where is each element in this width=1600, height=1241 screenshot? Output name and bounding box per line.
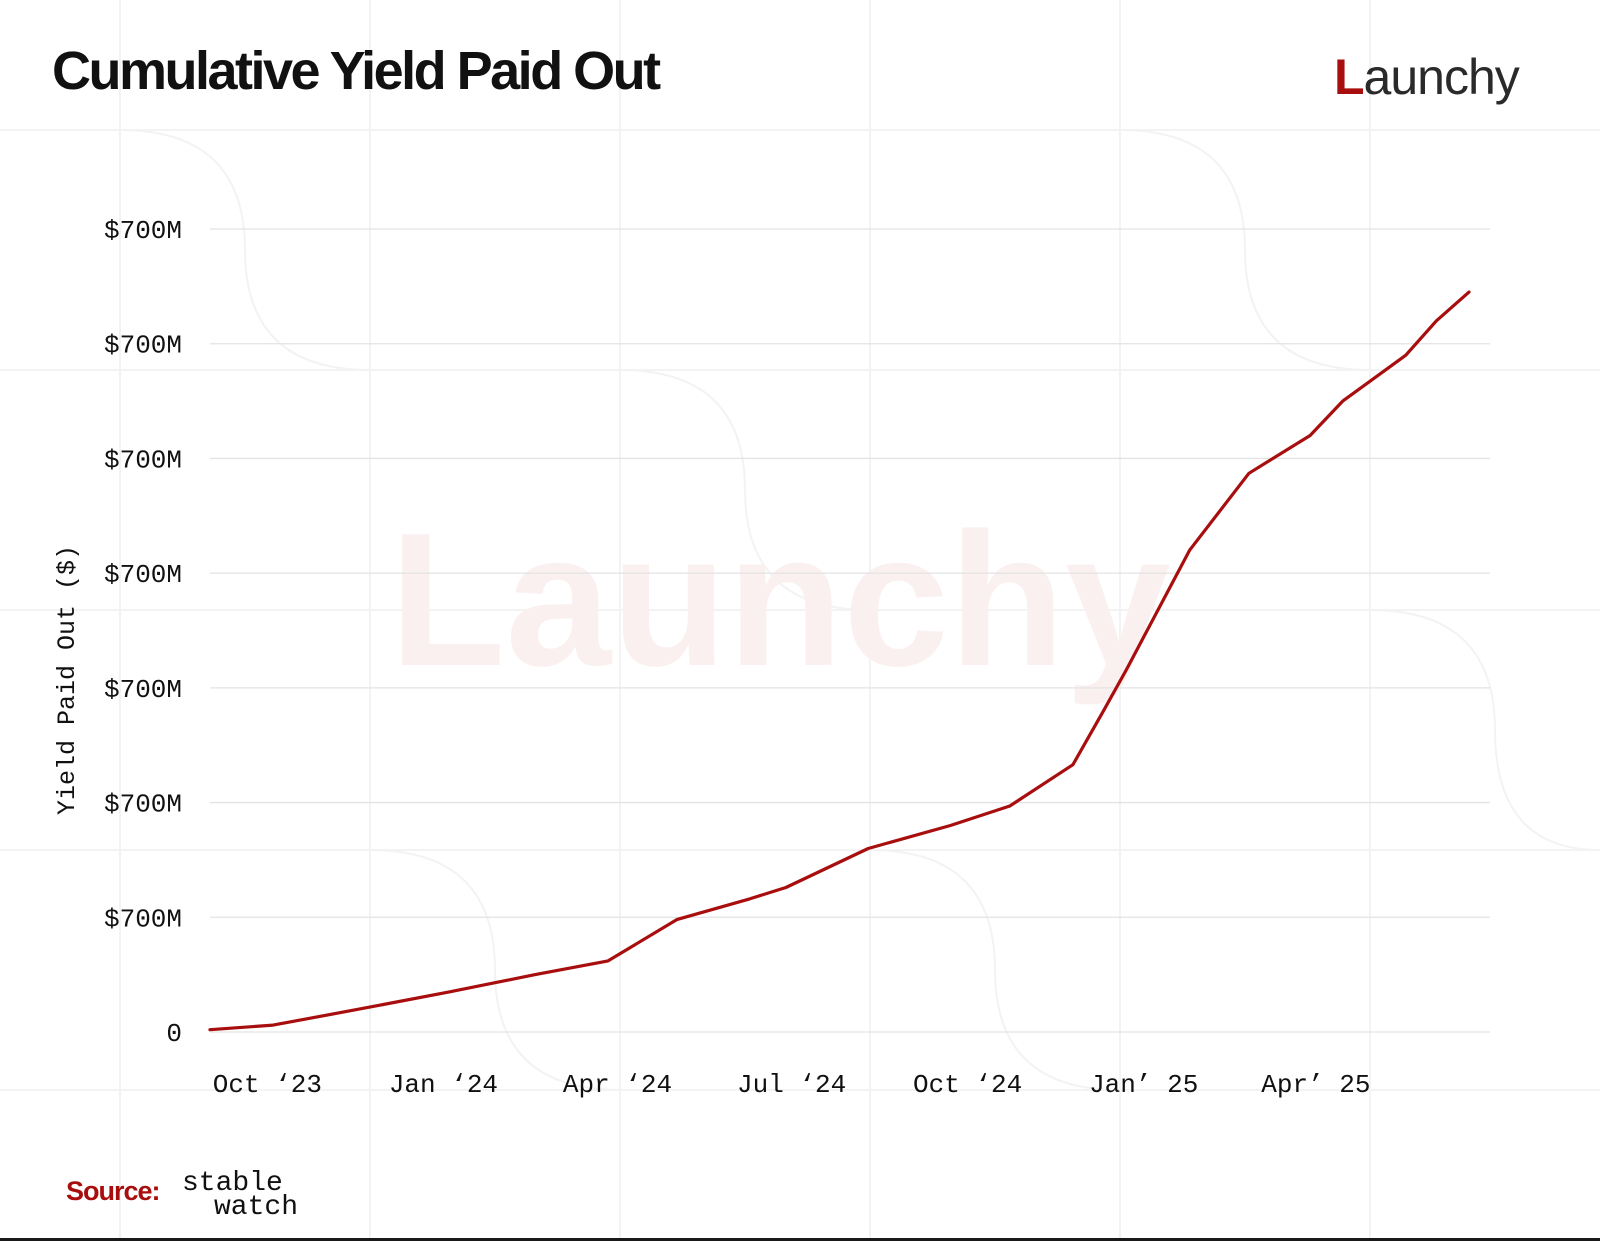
- y-tick-label: $700M: [104, 331, 182, 361]
- x-tick-label: Jan ‘24: [389, 1070, 498, 1100]
- y-tick-label: $700M: [104, 904, 182, 934]
- bottom-border: [0, 1238, 1600, 1241]
- gridlines: [210, 228, 1490, 1033]
- x-tick-label: Jan’ 25: [1089, 1070, 1198, 1100]
- data-series: [208, 290, 1471, 1032]
- source-label: Source:: [66, 1176, 161, 1206]
- x-tick-label: Apr ‘24: [563, 1070, 672, 1100]
- x-tick-label: Oct ‘24: [913, 1070, 1022, 1100]
- x-tick-label: Jul ‘24: [737, 1070, 846, 1100]
- y-tick-label: 0: [166, 1019, 182, 1049]
- chart-title: Cumulative Yield Paid Out: [52, 41, 661, 101]
- x-tick-label: Oct ‘23: [213, 1070, 322, 1100]
- brand-logo-rest: aunchy: [1363, 49, 1520, 105]
- y-tick-label: $700M: [104, 560, 182, 590]
- series-line: [208, 290, 1471, 1032]
- brand-logo: Launchy: [1334, 48, 1520, 106]
- y-axis-ticks: 0 $700M $700M $700M $700M $700M $700M $700M: [104, 216, 182, 1049]
- y-tick-label: $700M: [104, 675, 182, 705]
- x-tick-label: Apr’ 25: [1261, 1070, 1370, 1100]
- y-tick-label: $700M: [104, 790, 182, 820]
- source-logo-line-2: watch: [214, 1192, 299, 1223]
- y-axis-label: Yield Paid Out ($): [53, 545, 82, 815]
- watermark: Launchy: [389, 494, 1170, 706]
- y-tick-label: $700M: [104, 445, 182, 475]
- source-logo: stable watch: [182, 1168, 299, 1223]
- source-logo-line-1: stable: [182, 1168, 283, 1199]
- y-tick-label: $700M: [104, 216, 182, 246]
- brand-logo-initial: L: [1334, 49, 1365, 105]
- x-axis-ticks: Oct ‘23 Jan ‘24 Apr ‘24 Jul ‘24 Oct ‘24 Jan’ …: [213, 1070, 1371, 1100]
